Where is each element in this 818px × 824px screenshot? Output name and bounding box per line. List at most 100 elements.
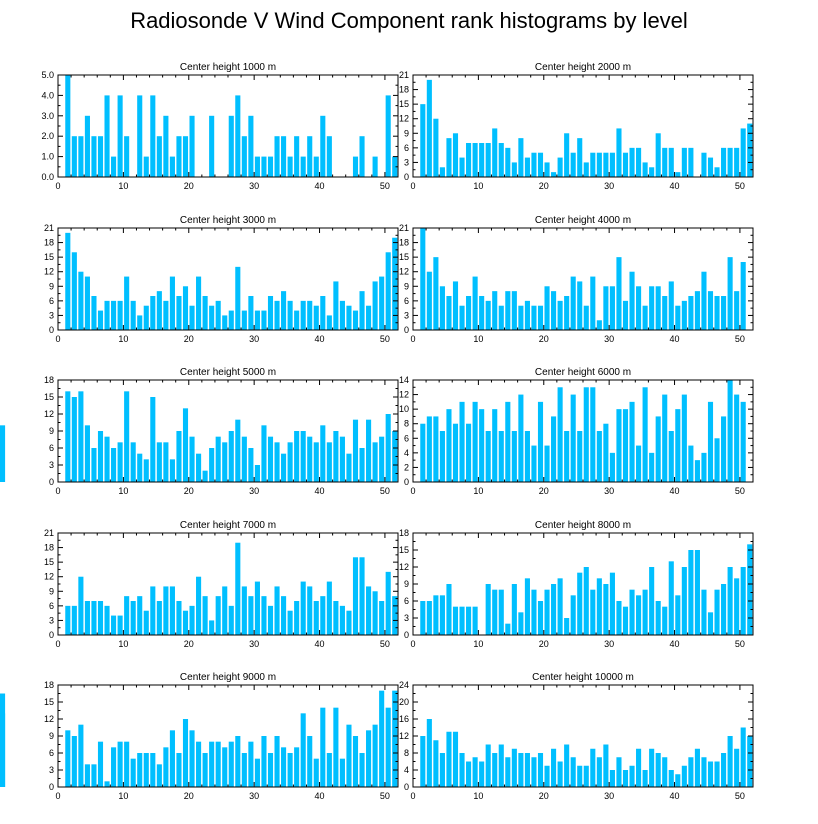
histogram-bar — [466, 761, 472, 787]
y-tick-label: 3 — [49, 765, 54, 775]
y-tick-label: 20 — [399, 697, 409, 707]
histogram-bar — [498, 143, 504, 177]
histogram-bar — [209, 620, 215, 635]
histogram-bar — [662, 147, 668, 177]
histogram-bar — [169, 276, 175, 330]
x-tick-label: 0 — [410, 486, 415, 496]
histogram-bar — [603, 286, 609, 330]
histogram-bar — [65, 232, 71, 330]
histogram-bar — [241, 136, 247, 177]
histogram-bar — [156, 136, 162, 177]
y-tick-label: 4 — [404, 765, 409, 775]
histogram-bar — [479, 761, 485, 787]
histogram-bar — [372, 724, 378, 787]
histogram-bar — [137, 753, 143, 787]
histogram-bar — [352, 557, 359, 635]
histogram-bar — [346, 610, 352, 635]
y-tick-label: 3.0 — [41, 111, 54, 121]
histogram-bar — [609, 770, 615, 787]
histogram-bar — [215, 741, 221, 787]
histogram-bar — [505, 401, 511, 482]
histogram-bar — [544, 445, 550, 482]
y-tick-label: 0 — [404, 172, 409, 182]
histogram-bar — [228, 310, 234, 330]
histogram-bar — [472, 757, 478, 787]
histogram-bar — [339, 436, 345, 482]
histogram-panel: Center height 9000 m 0 10 20 30 40 50 0 3 6 9 12 15 1… — [0, 672, 399, 801]
histogram-bar — [359, 291, 365, 330]
histogram-bar — [727, 380, 733, 482]
x-tick-label: 30 — [249, 334, 259, 344]
histogram-panel: Center height 8000 m 0 10 20 30 40 50 0 3 6 9 12 15 1… — [399, 520, 754, 649]
histogram-bar — [603, 744, 609, 787]
histogram-bar — [747, 544, 753, 635]
histogram-bar — [287, 442, 293, 482]
histogram-bar — [557, 157, 563, 177]
histogram-bar — [694, 550, 700, 635]
y-tick-label: 4.0 — [41, 90, 54, 100]
histogram-bar — [564, 618, 570, 635]
y-tick-label: 9 — [49, 731, 54, 741]
histogram-bar — [688, 147, 694, 177]
histogram-bar — [557, 387, 563, 482]
y-tick-label: 12 — [44, 714, 54, 724]
histogram-bar — [326, 581, 332, 635]
histogram-bar — [655, 416, 661, 482]
histogram-bar — [603, 584, 609, 635]
y-tick-label: 6 — [404, 433, 409, 443]
histogram-bar — [222, 747, 228, 787]
x-tick-label: 10 — [473, 334, 483, 344]
histogram-bar — [163, 115, 169, 177]
x-tick-label: 0 — [55, 334, 60, 344]
histogram-bar — [577, 138, 583, 177]
histogram-bar — [104, 781, 110, 787]
x-tick-label: 50 — [380, 639, 390, 649]
x-tick-label: 40 — [315, 486, 325, 496]
histogram-bar — [433, 416, 439, 482]
histogram-bar — [622, 300, 629, 330]
histogram-bar — [176, 431, 182, 482]
histogram-bar — [551, 748, 557, 787]
y-tick-label: 6 — [404, 596, 409, 606]
x-tick-label: 20 — [184, 791, 194, 801]
histogram-bar — [557, 761, 563, 787]
histogram-bar — [531, 757, 537, 787]
y-tick-label: 0 — [49, 630, 54, 640]
histogram-bar — [609, 286, 615, 330]
histogram-bar — [274, 442, 280, 482]
histogram-bar — [104, 436, 110, 482]
histogram-bar — [307, 136, 313, 177]
histogram-bar — [189, 730, 195, 787]
histogram-bar — [433, 595, 439, 635]
histogram-bar — [511, 291, 517, 330]
histogram-bar — [524, 578, 530, 635]
histogram-bar — [235, 542, 241, 635]
y-tick-label: 15 — [44, 697, 54, 707]
x-tick-label: 50 — [735, 486, 745, 496]
histogram-bar — [196, 741, 202, 787]
histogram-bar — [544, 589, 550, 635]
histogram-bar — [570, 276, 576, 330]
histogram-bar — [446, 409, 452, 482]
histogram-bar — [176, 753, 182, 787]
histogram-bar — [228, 431, 234, 482]
histogram-bar — [333, 707, 339, 787]
histogram-bar — [642, 387, 648, 482]
histogram-bar — [707, 401, 714, 482]
histogram-bar — [202, 470, 208, 482]
histogram-bar — [222, 586, 228, 635]
histogram-bar — [346, 453, 352, 482]
histogram-bar — [117, 95, 123, 177]
histogram-panel: Center height 4000 m 0 10 20 30 40 50 0 3 6 9 12 15 1… — [399, 215, 754, 344]
histogram-bar — [531, 445, 537, 482]
histogram-bar — [668, 281, 674, 330]
x-tick-label: 20 — [539, 486, 549, 496]
histogram-bar — [452, 606, 459, 635]
histogram-bar — [747, 123, 753, 177]
histogram-bar — [551, 584, 557, 635]
histogram-bar — [596, 431, 602, 482]
x-tick-label: 10 — [118, 791, 128, 801]
histogram-bar — [583, 567, 589, 635]
histogram-bar — [150, 95, 156, 177]
